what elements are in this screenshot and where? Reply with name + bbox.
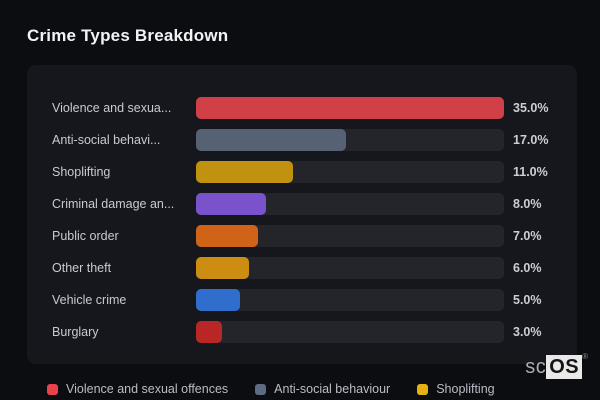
watermark-logo: sc OS ® [525,352,588,379]
bar-row: Vehicle crime 5.0% [52,284,557,316]
value-label: 35.0% [513,101,549,115]
value-label: 5.0% [513,293,542,307]
value-label: 8.0% [513,197,542,211]
value-label: 3.0% [513,325,542,339]
bar-public-order [196,225,258,247]
category-label: Public order [52,229,119,243]
bar-track [196,161,504,183]
value-label: 7.0% [513,229,542,243]
page-title: Crime Types Breakdown [27,26,229,45]
bar-row: Other theft 6.0% [52,252,557,284]
bar-track [196,321,504,343]
bar-anti-social [196,129,346,151]
category-label: Burglary [52,325,99,339]
registered-trademark-icon: ® [582,352,588,361]
watermark-suffix: OS [546,355,583,379]
category-label: Criminal damage an... [52,197,175,211]
category-label: Violence and sexua... [52,101,172,115]
bar-track [196,129,504,151]
bar-row: Shoplifting 11.0% [52,156,557,188]
value-label: 11.0% [513,165,548,179]
legend-item-shoplifting[interactable]: Shoplifting [417,382,495,396]
legend-label: Violence and sexual offences [66,382,229,396]
legend: Violence and sexual offences Anti-social… [47,382,495,396]
bar-row: Anti-social behavi... 17.0% [52,124,557,156]
bar-row: Violence and sexua... 35.0% [52,92,557,124]
legend-swatch-icon [47,383,58,395]
category-label: Vehicle crime [52,293,127,307]
legend-item-anti-social[interactable]: Anti-social behaviour [255,382,390,396]
bar-row: Burglary 3.0% [52,316,557,348]
bar-track [196,257,504,279]
legend-item-violence[interactable]: Violence and sexual offences [47,382,228,396]
value-label: 6.0% [513,261,542,275]
bar-track [196,289,504,311]
category-label: Anti-social behavi... [52,133,161,147]
chart-panel: Violence and sexua... 35.0% Anti-social … [27,65,577,364]
category-label: Other theft [52,261,112,275]
watermark-prefix: sc [525,356,547,378]
category-label: Shoplifting [52,165,111,179]
bar-other-theft [196,257,249,279]
bar-track [196,193,504,215]
bar-vehicle-crime [196,289,240,311]
legend-swatch-icon [417,383,429,395]
legend-swatch-icon [255,383,267,395]
legend-label: Shoplifting [436,382,495,396]
bar-track [196,97,504,119]
bar-shoplifting [196,161,293,183]
value-label: 17.0% [513,133,549,147]
bar-burglary [196,321,223,343]
bar-track [196,225,504,247]
bar-row: Public order 7.0% [52,220,557,252]
bar-row: Criminal damage an... 8.0% [52,188,557,220]
bar-violence [196,97,504,119]
bar-criminal-damage [196,193,267,215]
legend-label: Anti-social behaviour [274,382,391,396]
